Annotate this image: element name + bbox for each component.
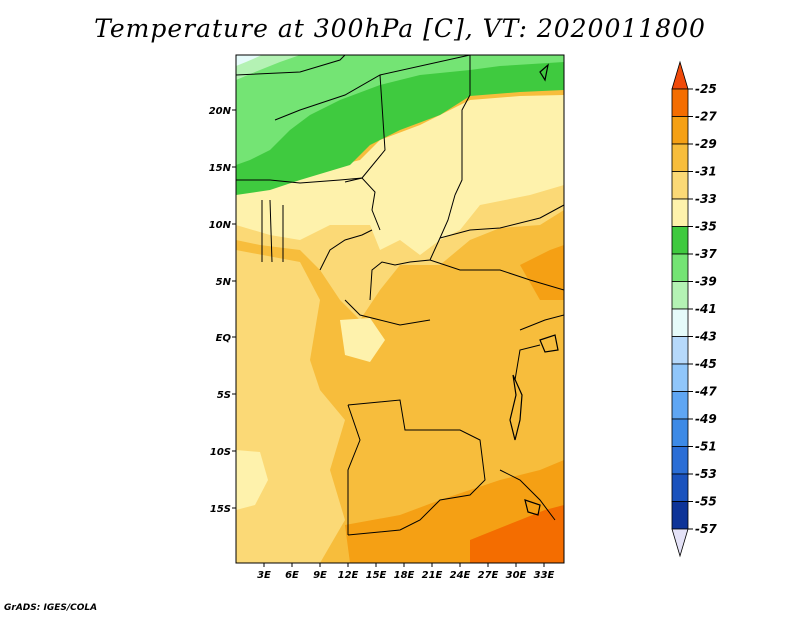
band-minus27-minus25: [470, 505, 564, 563]
colorbar-swatch: [671, 198, 689, 227]
colorbar-swatch: [671, 143, 689, 172]
lat-label: 5S: [217, 390, 231, 401]
colorbar-label: -33: [695, 192, 717, 206]
colorbar-swatch: [671, 418, 689, 447]
grads-credit: GrADS: IGES/COLA: [4, 603, 98, 613]
colorbar-swatch: [671, 336, 689, 365]
colorbar-swatch: [671, 116, 689, 145]
lat-label: EQ: [216, 333, 232, 344]
lon-label: 27E: [478, 570, 499, 581]
lat-label: 20N: [209, 106, 232, 117]
temperature-field: [236, 55, 564, 563]
colorbar-swatch: [671, 391, 689, 420]
colorbar-swatch: [671, 226, 689, 255]
lon-label: 33E: [534, 570, 555, 581]
colorbar-label: -47: [695, 385, 717, 399]
lon-label: 30E: [506, 570, 527, 581]
band-minus35-minus33-north: [236, 95, 564, 255]
colorbar-swatch: [671, 501, 689, 530]
band-minus43-minus41: [236, 55, 262, 66]
colorbar-label: -35: [695, 220, 717, 234]
colorbar-swatch: [671, 281, 689, 310]
lon-label: 3E: [257, 570, 271, 581]
lat-label: 10S: [210, 447, 231, 458]
colorbar-label: -37: [695, 247, 717, 261]
colorbar-swatch: [671, 446, 689, 475]
colorbar-label: -49: [695, 412, 717, 426]
band-minus35-minus33-sw: [236, 450, 268, 510]
colorbar-swatch: [671, 171, 689, 200]
colorbar-label: -45: [695, 357, 717, 371]
lon-label: 24E: [450, 570, 471, 581]
band-minus41-minus39: [236, 55, 300, 80]
lon-label: 9E: [313, 570, 327, 581]
colorbar-top-triangle: [671, 60, 689, 90]
lat-label: 10N: [209, 220, 232, 231]
map-frame: [235, 54, 565, 564]
colorbar-label: -27: [695, 110, 717, 124]
country-borders: [236, 55, 564, 536]
band-minus39-minus37: [236, 55, 564, 165]
colorbar-label: -57: [695, 522, 717, 536]
lat-label: 15N: [209, 163, 232, 174]
lon-label: 21E: [422, 570, 443, 581]
lat-label: 5N: [216, 277, 232, 288]
chart-title: Temperature at 300hPa [C], VT: 202001180…: [94, 14, 706, 43]
lat-axis: 20N 15N 10N 5N EQ 5S 10S 15S: [209, 106, 236, 515]
colorbar-label: -39: [695, 275, 717, 289]
lon-label: 15E: [366, 570, 387, 581]
colorbar-label: -25: [695, 82, 717, 96]
colorbar-bottom-triangle: [671, 528, 689, 558]
lat-label: 15S: [210, 504, 231, 515]
colorbar-swatch: [671, 88, 689, 117]
lakes: [509, 63, 559, 516]
colorbar-label: -43: [695, 330, 717, 344]
colorbar-label: -29: [695, 137, 717, 151]
lon-label: 12E: [338, 570, 359, 581]
colorbar-swatch: [671, 363, 689, 392]
colorbar-swatch: [671, 473, 689, 502]
band-minus35-minus33-centralafrica: [340, 318, 385, 362]
colorbar-swatch: [671, 308, 689, 337]
colorbar-label: -31: [695, 165, 717, 179]
lon-label: 6E: [285, 570, 299, 581]
colorbar-label: -55: [695, 495, 717, 509]
colorbar-label: -51: [695, 440, 717, 454]
colorbar-label: -53: [695, 467, 717, 481]
lon-axis: 3E 6E 9E 12E 15E 18E 21E 24E 27E 30E 33E: [257, 563, 555, 581]
colorbar: -25 -27 -29 -31 -33 -35 -37 -39 -41 -43 …: [671, 60, 717, 558]
lon-label: 18E: [394, 570, 415, 581]
colorbar-label: -41: [695, 302, 717, 316]
colorbar-swatch: [671, 253, 689, 282]
